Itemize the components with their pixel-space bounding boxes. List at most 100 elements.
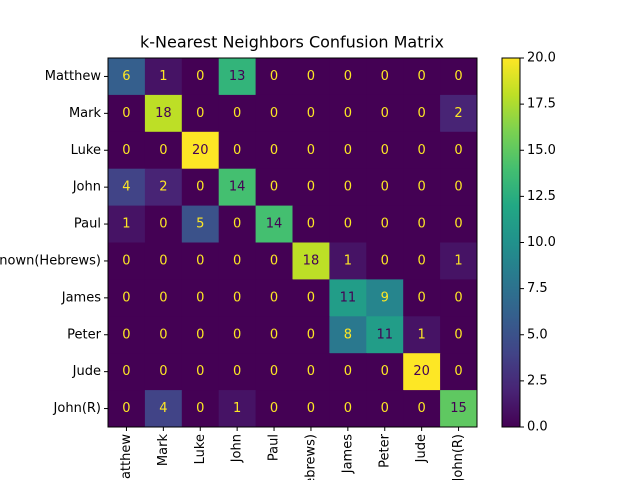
cell-label: 0 <box>196 401 204 416</box>
cell-label: 1 <box>454 253 462 268</box>
cell <box>366 353 404 391</box>
cell <box>218 242 257 280</box>
y-tick-label: Paul <box>74 217 101 232</box>
cell <box>292 58 330 96</box>
cell-label: 0 <box>454 364 462 379</box>
cell-label: 0 <box>122 364 130 379</box>
cell-label: 0 <box>418 143 426 158</box>
x-tick-label: John <box>230 434 245 463</box>
cell <box>403 58 441 96</box>
cell <box>255 205 293 243</box>
cell <box>366 94 404 133</box>
cell <box>144 353 183 391</box>
cell <box>144 242 183 280</box>
cell <box>366 279 404 317</box>
colorbar-tick-label: 7.5 <box>527 281 548 296</box>
cell-label: 1 <box>233 401 241 416</box>
cell-label: 0 <box>381 143 389 158</box>
cell-label: 5 <box>196 217 204 232</box>
cell-label: 1 <box>159 69 167 84</box>
cell <box>144 390 183 428</box>
colorbar <box>501 57 521 428</box>
cell <box>144 94 183 133</box>
cell <box>366 58 404 96</box>
cell-label: 0 <box>233 253 241 268</box>
cell-label: 0 <box>381 106 389 121</box>
cell <box>329 316 367 354</box>
cell <box>181 279 220 317</box>
cell <box>329 205 367 243</box>
cell-label: 11 <box>376 327 393 342</box>
cell-label: 1 <box>344 253 352 268</box>
x-tick-label: Paul <box>267 434 282 461</box>
cell-label: 0 <box>307 217 315 232</box>
cell <box>108 131 146 170</box>
cell <box>292 316 330 354</box>
cell-label: 15 <box>450 401 467 416</box>
y-tick-label: Matthew <box>45 69 102 84</box>
cell-label: 20 <box>413 364 430 379</box>
cell-label: 0 <box>381 180 389 195</box>
y-tick-label: John <box>72 180 101 195</box>
cell-label: 0 <box>307 143 315 158</box>
cell-label: 0 <box>159 327 167 342</box>
cell <box>329 390 367 428</box>
cell <box>440 58 478 96</box>
cell-label: 6 <box>122 69 130 84</box>
cell <box>403 353 441 391</box>
y-tick-label: James <box>61 290 101 305</box>
colorbar-tick-label: 17.5 <box>527 97 556 112</box>
cell <box>255 390 293 428</box>
colorbar-tick-label: 5.0 <box>527 327 548 342</box>
colorbar-tick-label: 0.0 <box>527 420 548 435</box>
cell-label: 0 <box>344 180 352 195</box>
cell-label: 0 <box>196 106 204 121</box>
cell <box>255 94 293 133</box>
cell-label: 0 <box>270 253 278 268</box>
cell-label: 0 <box>233 106 241 121</box>
cell-label: 0 <box>344 69 352 84</box>
cell <box>440 168 478 207</box>
cell-label: 0 <box>122 143 130 158</box>
cell <box>403 242 441 280</box>
cell-label: 14 <box>266 217 283 232</box>
cell-label: 0 <box>307 69 315 84</box>
cell <box>255 316 293 354</box>
cell-label: 0 <box>159 217 167 232</box>
cell-label: 0 <box>418 180 426 195</box>
cell-label: 4 <box>159 401 167 416</box>
cell <box>366 168 404 207</box>
cell <box>440 279 478 317</box>
cell <box>403 131 441 170</box>
cell-label: 0 <box>344 106 352 121</box>
cell-label: 2 <box>454 106 462 121</box>
cell-label: 0 <box>381 364 389 379</box>
cell-label: 0 <box>307 401 315 416</box>
cell <box>403 279 441 317</box>
y-tick-label: Mark <box>69 106 102 121</box>
cell <box>403 316 441 354</box>
cell-label: 0 <box>307 106 315 121</box>
cell-label: 0 <box>233 364 241 379</box>
cell <box>108 94 146 133</box>
cell <box>292 242 330 280</box>
cell <box>181 131 220 170</box>
cell-label: 18 <box>303 253 320 268</box>
cell <box>292 168 330 207</box>
cell-label: 0 <box>307 180 315 195</box>
cell-label: 0 <box>344 364 352 379</box>
cell-label: 0 <box>270 290 278 305</box>
x-tick-label: James <box>340 434 355 474</box>
cell <box>144 131 183 170</box>
cell <box>218 390 257 428</box>
cell-label: 1 <box>418 327 426 342</box>
cell-label: 13 <box>229 69 246 84</box>
cell-label: 0 <box>381 69 389 84</box>
x-tick-label: Matthew <box>119 434 134 480</box>
cell-label: 0 <box>159 143 167 158</box>
cell-label: 0 <box>233 143 241 158</box>
cell-label: 0 <box>122 401 130 416</box>
cell <box>440 316 478 354</box>
cell <box>329 279 367 317</box>
